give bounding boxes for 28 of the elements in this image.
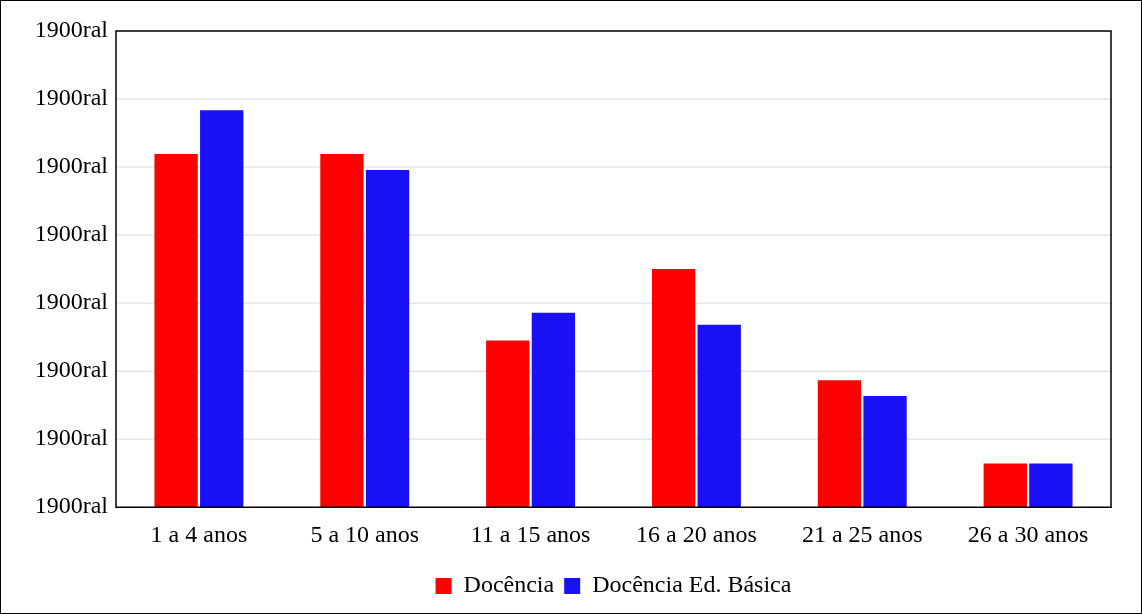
text: 1900ral bbox=[34, 84, 109, 111]
text: 1900ral bbox=[34, 152, 109, 179]
x-tick-label: 16 a 20 anos bbox=[636, 520, 757, 547]
bar bbox=[817, 380, 862, 508]
bar bbox=[154, 154, 198, 508]
x-tick-label: 26 a 30 anos bbox=[967, 520, 1089, 547]
bar bbox=[863, 396, 907, 508]
bar bbox=[486, 340, 530, 508]
x-tick-label: 5 a 10 anos bbox=[310, 520, 420, 547]
bar bbox=[651, 269, 696, 508]
bar bbox=[320, 154, 364, 508]
x-tick-label: 1 a 4 anos bbox=[150, 520, 248, 547]
bar bbox=[697, 324, 741, 508]
legend-label: Docência bbox=[463, 571, 555, 598]
bar bbox=[365, 169, 410, 508]
bar bbox=[531, 312, 576, 508]
text: 1900ral bbox=[34, 288, 109, 315]
x-tick-label: 11 a 15 anos bbox=[470, 520, 591, 547]
bar bbox=[983, 463, 1027, 508]
text: 1900ral bbox=[34, 424, 109, 451]
legend-label: Docência Ed. Básica bbox=[592, 571, 792, 598]
text: 1900ral bbox=[34, 492, 109, 519]
bar bbox=[1029, 463, 1073, 508]
text: 1900ral bbox=[34, 16, 109, 43]
x-tick-label: 21 a 25 anos bbox=[801, 520, 923, 547]
text: 1900ral bbox=[34, 220, 109, 247]
text: 1900ral bbox=[34, 356, 109, 383]
bar bbox=[200, 110, 244, 508]
